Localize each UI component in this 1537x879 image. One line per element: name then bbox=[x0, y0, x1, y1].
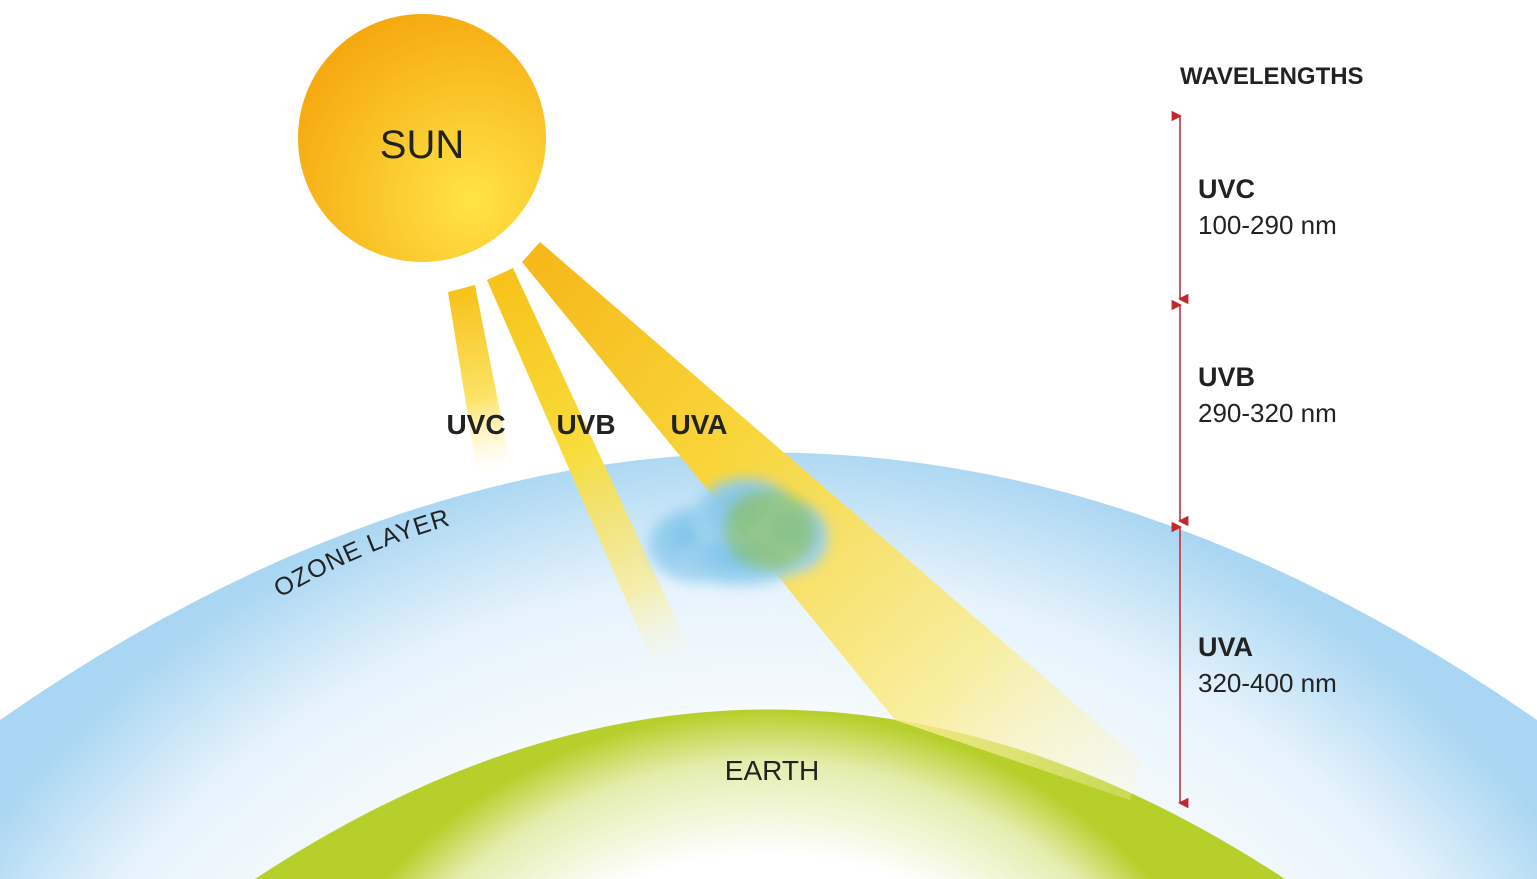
band-name-uvc: UVC bbox=[1198, 174, 1255, 204]
band-name-uva: UVA bbox=[1198, 632, 1253, 662]
sun-label: SUN bbox=[380, 123, 464, 167]
band-range-uvc: 100-290 nm bbox=[1198, 210, 1337, 240]
uvc-ray bbox=[448, 285, 512, 478]
wavelengths-title: WAVELENGTHS bbox=[1180, 63, 1364, 90]
band-range-uvb: 290-320 nm bbox=[1198, 398, 1337, 428]
cloud-ray-overlap bbox=[725, 490, 815, 570]
ray-label-uvc: UVC bbox=[446, 409, 505, 440]
sun-icon bbox=[298, 14, 546, 262]
uva-ray bbox=[522, 242, 1140, 800]
uvb-ray bbox=[487, 268, 690, 660]
ozone-layer bbox=[0, 452, 1537, 879]
band-range-uva: 320-400 nm bbox=[1198, 668, 1337, 698]
ray-label-uva: UVA bbox=[670, 409, 727, 440]
band-name-uvb: UVB bbox=[1198, 362, 1255, 392]
ray-label-uvb: UVB bbox=[556, 409, 615, 440]
earth-surface bbox=[255, 709, 1285, 879]
earth-label: EARTH bbox=[725, 755, 819, 786]
